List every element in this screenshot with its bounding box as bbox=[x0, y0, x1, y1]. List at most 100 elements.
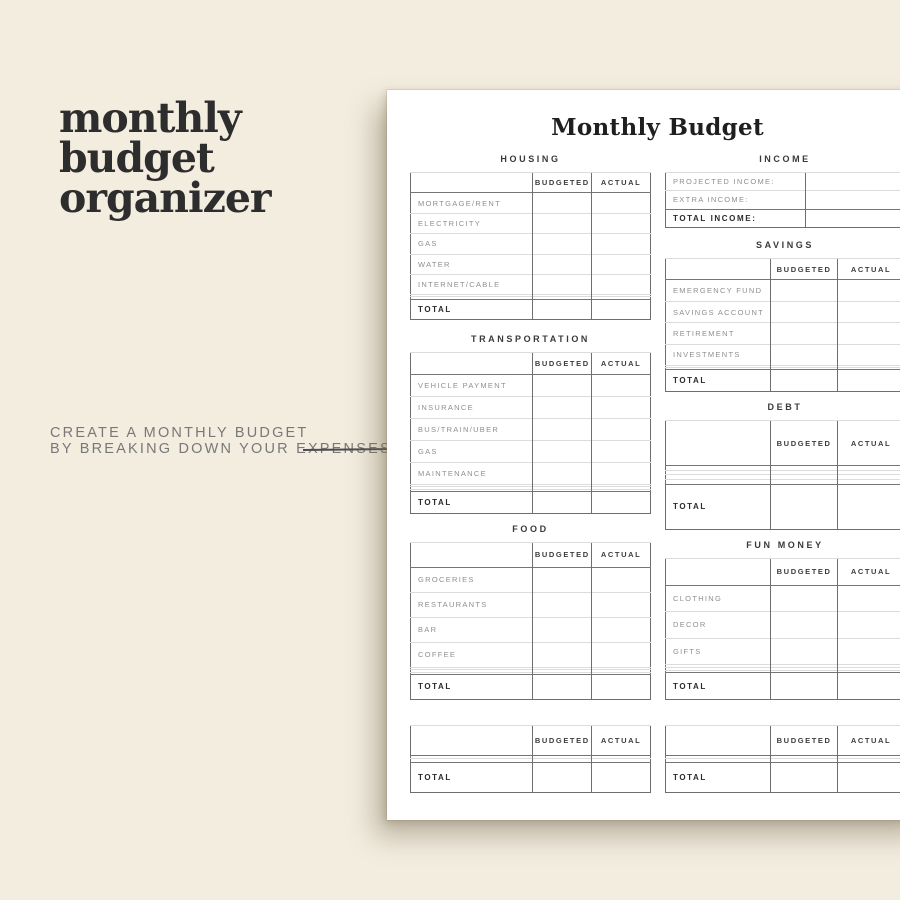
budgeted-value-cell bbox=[532, 294, 592, 297]
table-row: GIFTS bbox=[665, 637, 900, 665]
row-label-cell bbox=[410, 671, 533, 675]
row-label-cell bbox=[665, 724, 771, 756]
table-row: GAS bbox=[410, 440, 651, 463]
actual-value-cell bbox=[837, 584, 900, 612]
section-title: FUN MONEY bbox=[746, 540, 824, 550]
budgeted-column-header: BUDGETED bbox=[770, 724, 838, 756]
actual-value-cell bbox=[591, 758, 651, 763]
actual-value-cell bbox=[837, 322, 900, 345]
actual-value-cell bbox=[591, 212, 651, 234]
actual-value-cell bbox=[591, 666, 651, 670]
total-row: TOTAL bbox=[665, 761, 900, 793]
row-label-cell bbox=[665, 558, 771, 586]
transportation-table: BUDGETED ACTUAL VEHICLE PAYMENT INSURANCE BU… bbox=[410, 351, 651, 514]
budgeted-value-cell bbox=[770, 755, 838, 759]
budgeted-column-header: BUDGETED bbox=[770, 558, 838, 586]
actual-total-cell bbox=[591, 673, 651, 700]
actual-value-cell bbox=[591, 484, 651, 487]
table-row: BUS/TRAIN/UBER bbox=[410, 418, 651, 441]
section-food: FOOD BUDGETED ACTUAL GROCERIES RESTAURANTS B… bbox=[410, 524, 651, 700]
table-row bbox=[665, 667, 900, 671]
row-label-cell: MAINTENANCE bbox=[410, 462, 533, 485]
total-label-cell: TOTAL bbox=[665, 761, 771, 793]
actual-value-cell bbox=[837, 367, 900, 370]
budgeted-value-cell bbox=[770, 279, 838, 302]
row-label-cell bbox=[665, 667, 771, 671]
total-row: TOTAL bbox=[410, 490, 651, 514]
budgeted-value-cell bbox=[770, 479, 838, 485]
food-table: BUDGETED ACTUAL GROCERIES RESTAURANTS BAR COF… bbox=[410, 542, 651, 700]
row-label-cell bbox=[665, 758, 771, 763]
table-row: INSURANCE bbox=[410, 396, 651, 419]
budgeted-column-header: BUDGETED bbox=[532, 171, 592, 193]
actual-value-cell bbox=[837, 365, 900, 368]
section-income: INCOME PROJECTED INCOME: EXTRA INCOME: TOT… bbox=[665, 154, 900, 228]
actual-column-header: ACTUAL bbox=[837, 558, 900, 586]
total-label-cell: TOTAL bbox=[665, 672, 771, 700]
total-label-cell: TOTAL bbox=[410, 673, 533, 700]
budgeted-value-cell bbox=[532, 462, 592, 485]
row-label-cell bbox=[410, 296, 533, 299]
budgeted-value-cell bbox=[770, 584, 838, 612]
budget-page: Monthly Budget HOUSING BUDGETED ACTUAL MOR… bbox=[387, 90, 900, 820]
budgeted-value-cell bbox=[770, 365, 838, 368]
row-label-cell: WATER bbox=[410, 253, 533, 275]
budgeted-column-header: BUDGETED bbox=[770, 257, 838, 280]
actual-column-header: ACTUAL bbox=[837, 257, 900, 280]
actual-value-cell bbox=[837, 279, 900, 302]
housing-table: BUDGETED ACTUAL MORTGAGE/RENT ELECTRICITY GA… bbox=[410, 171, 651, 320]
table-row bbox=[410, 296, 651, 299]
budgeted-total-cell bbox=[770, 672, 838, 700]
actual-value-cell bbox=[591, 418, 651, 441]
tagline: CREATE A MONTHLY BUDGET BY BREAKING DOWN… bbox=[50, 425, 392, 457]
budgeted-value-cell bbox=[770, 469, 838, 475]
budgeted-value-cell bbox=[770, 667, 838, 671]
actual-value-cell bbox=[591, 233, 651, 255]
actual-value-cell bbox=[591, 253, 651, 275]
table-row bbox=[665, 469, 900, 475]
row-label-cell: GIFTS bbox=[665, 637, 771, 665]
table-row: RETIREMENT bbox=[665, 322, 900, 345]
total-label-cell: TOTAL bbox=[665, 483, 771, 530]
row-label-cell bbox=[665, 419, 771, 466]
row-label-cell: INSURANCE bbox=[410, 396, 533, 419]
row-label-cell bbox=[665, 469, 771, 475]
total-row: TOTAL bbox=[665, 672, 900, 700]
row-label-cell: DECOR bbox=[665, 611, 771, 639]
table-row: CLOTHING bbox=[665, 584, 900, 612]
actual-value-cell bbox=[837, 469, 900, 475]
budgeted-total-cell bbox=[770, 483, 838, 530]
brand-title-line: budget bbox=[59, 134, 215, 182]
row-label-cell bbox=[665, 664, 771, 668]
actual-total-cell bbox=[837, 672, 900, 700]
budgeted-value-cell bbox=[532, 486, 592, 490]
total-row: TOTAL bbox=[410, 673, 651, 700]
row-label-cell bbox=[410, 668, 533, 672]
budgeted-total-cell bbox=[532, 490, 592, 514]
brand-title: monthly budget organizer bbox=[59, 98, 272, 222]
actual-value-cell bbox=[837, 611, 900, 639]
income-table: PROJECTED INCOME: EXTRA INCOME: TOTAL INCO… bbox=[665, 171, 900, 228]
table-row: EMERGENCY FUND bbox=[665, 279, 900, 302]
budgeted-value-cell bbox=[532, 212, 592, 234]
actual-value-cell bbox=[591, 294, 651, 297]
row-label-cell bbox=[665, 755, 771, 759]
budgeted-total-cell bbox=[770, 761, 838, 793]
actual-value-cell bbox=[591, 462, 651, 485]
table-row: BAR bbox=[410, 616, 651, 643]
row-label-cell bbox=[665, 479, 771, 485]
brand-title-line: organizer bbox=[59, 174, 272, 222]
table-row bbox=[410, 671, 651, 675]
table-row bbox=[665, 465, 900, 471]
row-label-cell bbox=[665, 367, 771, 370]
budgeted-value-cell bbox=[532, 484, 592, 487]
actual-value-cell bbox=[837, 664, 900, 668]
total-row: TOTAL INCOME: bbox=[665, 208, 900, 228]
row-label-cell: INVESTMENTS bbox=[665, 343, 771, 366]
section-title: TRANSPORTATION bbox=[470, 334, 591, 344]
section-title: DEBT bbox=[767, 402, 803, 412]
table-row bbox=[410, 668, 651, 672]
row-label-cell bbox=[410, 351, 533, 375]
actual-total-cell bbox=[837, 369, 900, 392]
row-label-cell: SAVINGS ACCOUNT bbox=[665, 300, 771, 323]
